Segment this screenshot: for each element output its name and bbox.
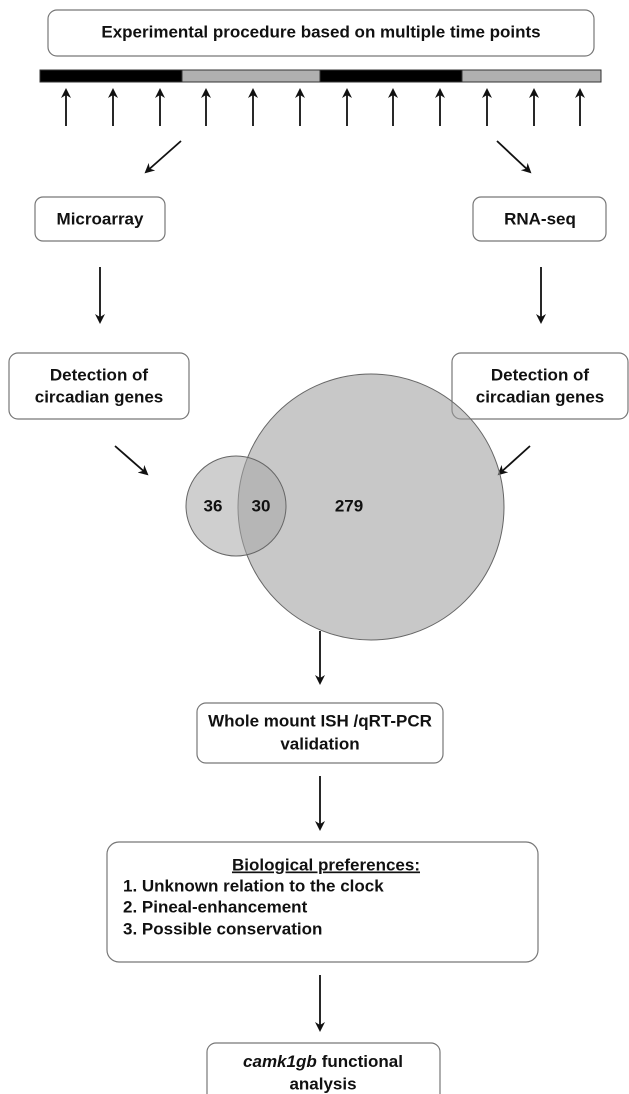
method-label: RNA-seq [504, 209, 576, 228]
preference-item: 2. Pineal-enhancement [123, 897, 308, 916]
microarray-box [34, 196, 166, 242]
arrow [497, 445, 531, 476]
final-text: functional [322, 1052, 403, 1071]
final-label: analysis [289, 1074, 356, 1093]
title-box [47, 9, 595, 57]
venn-count: 36 [204, 496, 223, 515]
venn-count: 279 [335, 496, 363, 515]
detection-label: circadian genes [35, 387, 164, 406]
time-point-arrows [61, 88, 585, 126]
venn-count: 30 [252, 496, 271, 515]
preferences-heading: Biological preferences: [232, 855, 420, 874]
timeline [39, 69, 602, 83]
validation-label: validation [280, 734, 359, 753]
detection-label: circadian genes [476, 387, 605, 406]
preference-item: 3. Possible conservation [123, 919, 322, 938]
detection-label: Detection of [50, 365, 149, 384]
validation-label: Whole mount ISH /qRT-PCR [208, 711, 432, 730]
method-label: Microarray [57, 209, 144, 228]
title: Experimental procedure based on multiple… [101, 22, 540, 41]
detection-label: Detection of [491, 365, 590, 384]
gene-name: camk1gb [243, 1052, 317, 1071]
preference-item: 1. Unknown relation to the clock [123, 876, 384, 895]
validation-box [196, 702, 444, 764]
arrow [496, 140, 532, 174]
final-label: camk1gb functional [243, 1052, 403, 1071]
detection-box [8, 352, 190, 420]
arrow [144, 140, 182, 174]
arrow [114, 445, 149, 476]
final-box [206, 1042, 441, 1094]
venn-circle [185, 455, 287, 557]
preferences-box [106, 841, 539, 963]
rnaseq-box [472, 196, 607, 242]
detection-box [451, 352, 629, 420]
